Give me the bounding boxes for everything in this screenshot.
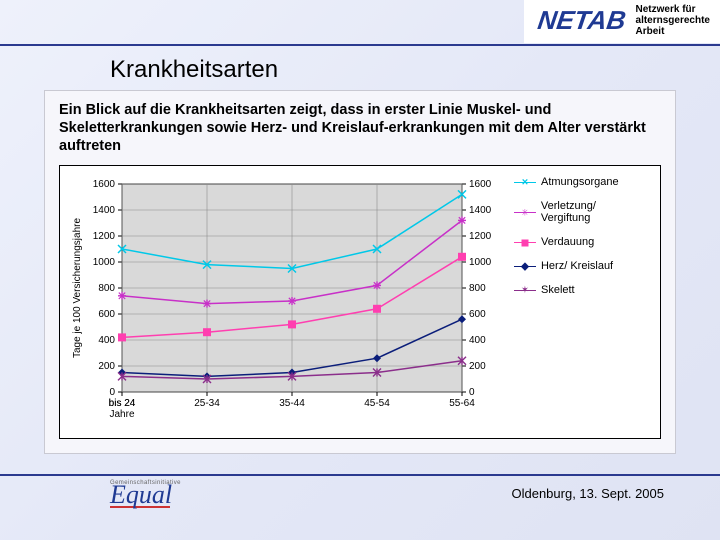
legend-swatch: ✶ <box>514 290 536 291</box>
legend-item: ◆ Herz/ Kreislauf <box>514 260 648 272</box>
svg-text:1000: 1000 <box>93 257 116 268</box>
svg-text:45-54: 45-54 <box>364 398 390 409</box>
svg-text:200: 200 <box>469 361 486 372</box>
content-box: Ein Blick auf die Krankheitsarten zeigt,… <box>44 90 676 454</box>
svg-text:55-64: 55-64 <box>449 398 475 409</box>
intro-text: Ein Blick auf die Krankheitsarten zeigt,… <box>59 101 661 155</box>
svg-text:200: 200 <box>98 361 115 372</box>
footer: Gemeinschaftsinitiative Equal Oldenburg,… <box>0 474 720 522</box>
svg-text:400: 400 <box>98 335 115 346</box>
tagline-line: Arbeit <box>636 26 710 37</box>
legend-label: Herz/ Kreislauf <box>541 260 613 272</box>
tagline-line: Netzwerk für <box>636 4 710 15</box>
netab-tagline: Netzwerk für alternsgerechte Arbeit <box>636 4 710 37</box>
page-title: Krankheitsarten <box>110 56 720 84</box>
svg-text:1200: 1200 <box>93 231 116 242</box>
svg-text:800: 800 <box>98 283 115 294</box>
svg-text:600: 600 <box>98 309 115 320</box>
svg-text:1200: 1200 <box>469 231 492 242</box>
legend-label: Verletzung/ Vergiftung <box>541 200 648 224</box>
svg-text:600: 600 <box>469 309 486 320</box>
line-chart: 0 0 200 200 400 400 600 600 800 800 1000 1000 1200 12… <box>66 172 504 432</box>
legend-label: Verdauung <box>541 236 594 248</box>
slide: NETAB Netzwerk für alternsgerechte Arbei… <box>0 0 720 540</box>
svg-text:0: 0 <box>469 387 475 398</box>
equal-word: Equal <box>110 486 181 504</box>
svg-text:1000: 1000 <box>469 257 492 268</box>
title-row: Krankheitsarten <box>0 50 720 90</box>
header-rule <box>0 44 720 46</box>
legend-item: Verdauung <box>514 236 648 248</box>
chart-legend: × Atmungsorgane ✳ Verletzung/ Vergiftung Ver… <box>504 172 654 432</box>
legend-item: ✳ Verletzung/ Vergiftung <box>514 200 648 224</box>
svg-text:bis 24: bis 24 <box>109 398 136 409</box>
brand-block: NETAB Netzwerk für alternsgerechte Arbei… <box>524 0 720 43</box>
svg-text:Jahre: Jahre <box>109 409 134 420</box>
svg-text:1400: 1400 <box>469 205 492 216</box>
footer-date: Oldenburg, 13. Sept. 2005 <box>511 486 664 501</box>
legend-item: × Atmungsorgane <box>514 176 648 188</box>
netab-logo: NETAB <box>536 5 628 36</box>
svg-text:35-44: 35-44 <box>279 398 305 409</box>
svg-text:25-34: 25-34 <box>194 398 220 409</box>
legend-label: Atmungsorgane <box>541 176 619 188</box>
footer-rule <box>0 474 720 476</box>
equal-logo: Gemeinschaftsinitiative Equal <box>110 480 181 508</box>
chart-panel: 0 0 200 200 400 400 600 600 800 800 1000 1000 1200 12… <box>59 165 661 439</box>
legend-label: Skelett <box>541 284 575 296</box>
legend-swatch: ◆ <box>514 266 536 267</box>
svg-text:1600: 1600 <box>469 179 492 190</box>
svg-text:Tage je 100 Versicherungsjahre: Tage je 100 Versicherungsjahre <box>72 218 83 359</box>
header: NETAB Netzwerk für alternsgerechte Arbei… <box>0 0 720 50</box>
svg-text:0: 0 <box>109 387 115 398</box>
svg-text:1400: 1400 <box>93 205 116 216</box>
legend-item: ✶ Skelett <box>514 284 648 296</box>
svg-text:800: 800 <box>469 283 486 294</box>
legend-swatch: ✳ <box>514 212 536 213</box>
svg-text:400: 400 <box>469 335 486 346</box>
legend-swatch: × <box>514 182 536 183</box>
legend-swatch <box>514 242 536 243</box>
tagline-line: alternsgerechte <box>636 15 710 26</box>
svg-text:1600: 1600 <box>93 179 116 190</box>
